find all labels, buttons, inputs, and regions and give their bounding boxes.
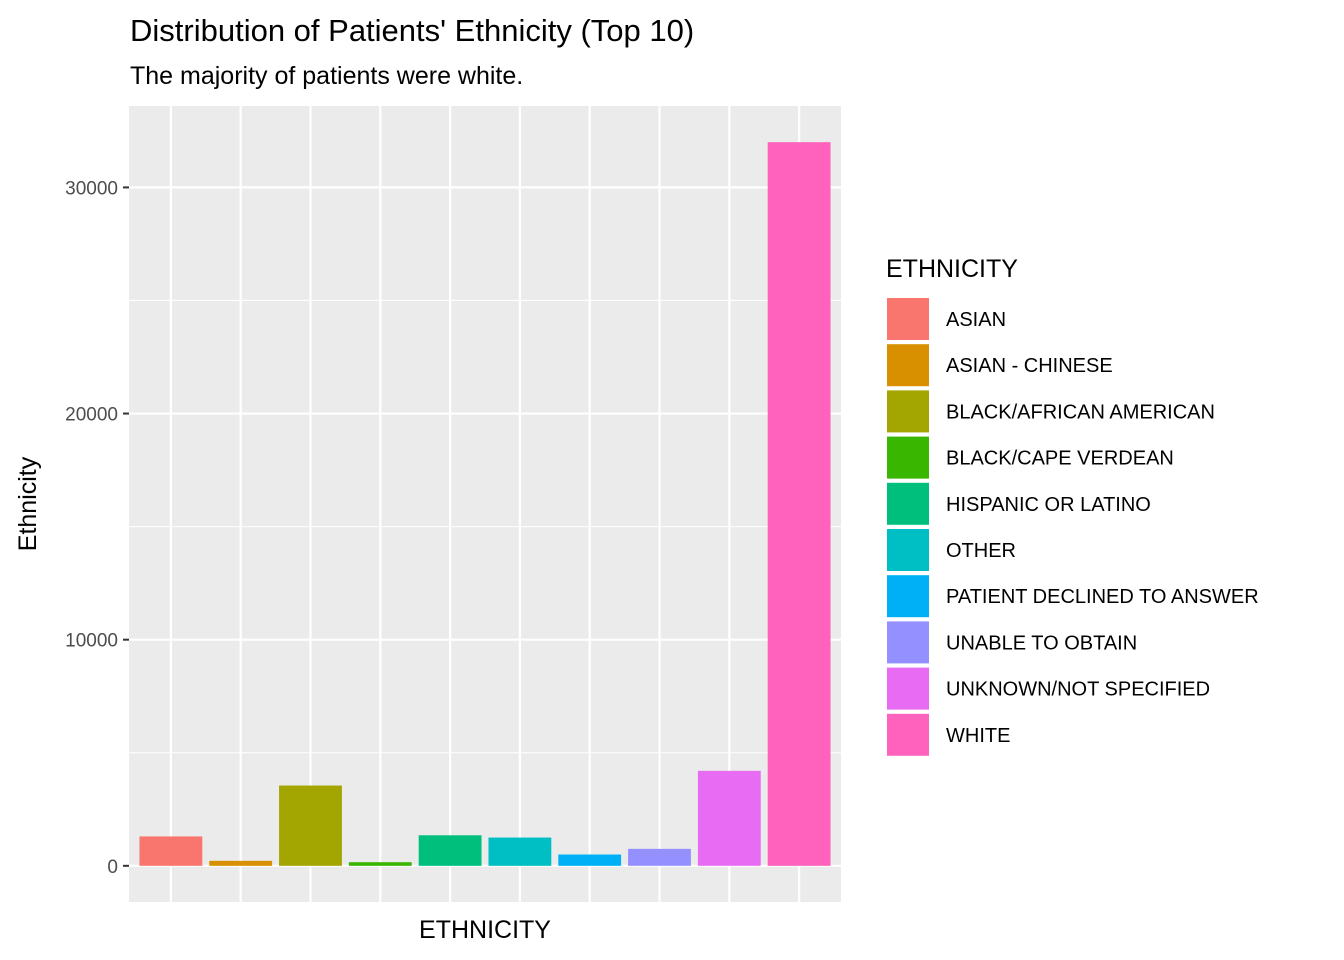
bar-unable-to-obtain: [628, 848, 691, 866]
y-tick-label: 10000: [65, 631, 118, 652]
legend-key: [887, 575, 929, 618]
legend-label: BLACK/CAPE VERDEAN: [946, 448, 1174, 470]
y-tick-label: 30000: [65, 178, 118, 199]
bar-other: [488, 837, 552, 866]
legend-label: OTHER: [946, 540, 1016, 562]
bar-patient-declined-to-answer: [558, 854, 622, 866]
y-tick-label: 0: [107, 857, 118, 878]
legend-label: HISPANIC OR LATINO: [946, 494, 1151, 516]
bar-unknown-not-specified: [697, 770, 761, 866]
bar-asian: [139, 836, 203, 866]
minor-gridlines: [129, 299, 841, 754]
bars: [139, 142, 831, 866]
legend-label: BLACK/AFRICAN AMERICAN: [946, 401, 1215, 423]
legend-key: [887, 713, 929, 756]
legend-key: [887, 436, 929, 479]
plot-panel: [129, 106, 841, 902]
legend-key: [887, 390, 929, 433]
legend-key: [887, 529, 929, 571]
major-gridlines: [129, 106, 841, 902]
legend-title: ETHNICITY: [886, 255, 1018, 283]
bar-black-african-american: [279, 785, 342, 866]
y-tick-label: 20000: [65, 405, 118, 426]
y-axis: 0 10000 20000 30000: [65, 178, 129, 878]
legend-key: [887, 482, 929, 525]
legend-label: ASIAN: [946, 309, 1006, 331]
chart-subtitle: The majority of patients were white.: [130, 62, 523, 90]
legend: ETHNICITY ASIAN ASIAN - CHINESE BLACK/AFRI…: [886, 255, 1259, 756]
legend-key: [887, 344, 929, 387]
legend-label: UNKNOWN/NOT SPECIFIED: [946, 679, 1210, 701]
legend-key: [887, 621, 929, 664]
legend-label: UNABLE TO OBTAIN: [946, 632, 1137, 654]
bar-white: [767, 142, 831, 866]
legend-label: WHITE: [946, 725, 1010, 747]
chart-title: Distribution of Patients' Ethnicity (Top…: [130, 13, 694, 48]
bar-hispanic-or-latino: [418, 835, 482, 866]
legend-label: ASIAN - CHINESE: [946, 355, 1113, 377]
legend-key: [887, 667, 929, 710]
y-axis-title: Ethnicity: [14, 456, 42, 551]
x-axis-title: ETHNICITY: [419, 916, 551, 944]
legend-label: PATIENT DECLINED TO ANSWER: [946, 586, 1259, 608]
legend-items: ASIAN ASIAN - CHINESE BLACK/AFRICAN AMERIC…: [887, 298, 1259, 756]
legend-key: [887, 298, 929, 340]
bar-asian-chinese: [209, 860, 273, 866]
bar-black-cape-verdean: [348, 862, 412, 866]
